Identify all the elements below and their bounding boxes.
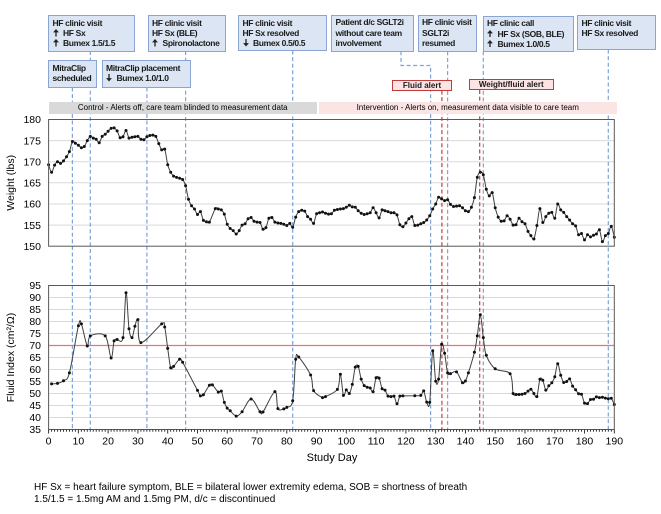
svg-text:140: 140 [457,436,475,448]
svg-text:110: 110 [368,436,385,448]
svg-text:170: 170 [23,156,41,168]
svg-text:20: 20 [102,436,114,448]
svg-text:85: 85 [29,304,41,316]
svg-text:90: 90 [29,292,41,304]
svg-text:160: 160 [23,199,41,211]
svg-text:50: 50 [29,388,41,400]
svg-text:0: 0 [46,436,52,448]
svg-text:100: 100 [338,436,356,448]
svg-text:155: 155 [23,220,41,232]
svg-text:80: 80 [281,436,293,448]
svg-text:160: 160 [516,436,534,448]
svg-text:175: 175 [23,135,41,147]
svg-text:55: 55 [29,376,41,388]
svg-text:80: 80 [29,316,41,328]
svg-text:45: 45 [29,400,41,412]
svg-text:30: 30 [132,436,144,448]
svg-text:50: 50 [192,436,204,448]
svg-text:150: 150 [23,241,41,253]
svg-text:60: 60 [29,364,41,376]
svg-text:Fluid Index (cm²/Ω): Fluid Index (cm²/Ω) [5,313,17,403]
svg-text:35: 35 [29,424,41,436]
svg-text:190: 190 [606,436,624,448]
svg-text:180: 180 [23,114,41,126]
svg-text:120: 120 [397,436,415,448]
svg-text:65: 65 [29,352,41,364]
svg-text:95: 95 [29,280,41,292]
svg-text:40: 40 [29,412,41,424]
svg-text:90: 90 [311,436,323,448]
svg-text:70: 70 [29,340,41,352]
svg-text:60: 60 [221,436,233,448]
svg-text:130: 130 [427,436,445,448]
svg-text:Study Day: Study Day [307,452,358,464]
svg-text:170: 170 [546,436,564,448]
svg-text:40: 40 [162,436,174,448]
svg-text:10: 10 [73,436,85,448]
svg-text:165: 165 [23,178,41,190]
svg-text:150: 150 [486,436,504,448]
svg-text:Weight (lbs): Weight (lbs) [5,155,17,211]
svg-text:70: 70 [251,436,263,448]
svg-text:75: 75 [29,328,41,340]
svg-text:180: 180 [576,436,594,448]
